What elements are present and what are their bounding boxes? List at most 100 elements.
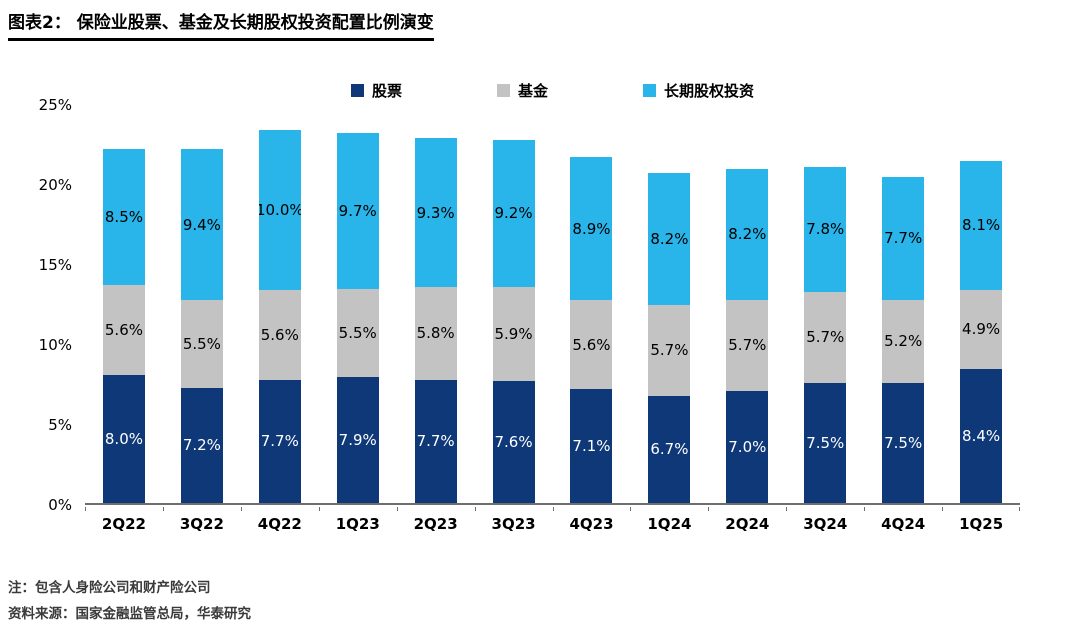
bar-segment: 5.2% [882,299,925,383]
x-tick-mark [397,507,398,511]
footnote-note: 注：包含人身险公司和财产险公司 [8,580,211,596]
bar-segment: 7.8% [804,167,847,292]
x-category-label: 3Q23 [491,515,536,533]
bar-column: 7.6% 5.9% 9.2% [475,105,553,503]
legend-swatch-icon [496,84,510,97]
bar-value-label: 5.9% [494,325,533,344]
stacked-bar: 7.0% 5.7% 8.2% [726,168,769,503]
bar-segment: 10.0% [258,130,301,291]
bar-value-label: 5.8% [416,324,455,343]
bar-value-label: 8.5% [104,208,143,227]
bar-segment: 8.2% [648,173,691,305]
stacked-bar: 7.5% 5.2% 7.7% [882,176,925,503]
bar-value-label: 5.7% [728,336,767,355]
x-tick-mark [553,507,554,511]
x-tick-mark [163,507,164,511]
x-tick-mark [475,507,476,511]
x-category-label: 1Q23 [335,515,380,533]
bar-column: 7.7% 5.8% 9.3% [397,105,475,503]
bar-column: 7.7% 5.6% 10.0% [241,105,319,503]
legend-label: 长期股权投资 [664,82,755,100]
bar-value-label: 5.5% [338,323,377,342]
bar-value-label: 9.3% [416,203,455,222]
bar-value-label: 7.1% [572,437,611,456]
bar-value-label: 5.7% [650,341,689,360]
bar-column: 7.5% 5.7% 7.8% [786,105,864,503]
legend-label: 基金 [517,82,548,100]
bar-segment: 9.7% [336,133,379,289]
bar-segment: 7.2% [180,387,223,503]
stacked-bar: 7.6% 5.9% 9.2% [492,139,535,503]
x-tick-mark [864,507,865,511]
y-tick-label: 5% [48,416,72,434]
bar-value-label: 5.6% [572,335,611,354]
bar-segment: 9.4% [180,149,223,300]
x-axis-labels: 2Q22 3Q22 4Q22 1Q23 2Q23 3Q23 4Q23 1Q24 2Q24 3Q24… [85,515,1020,533]
x-tick-mark [708,507,709,511]
bar-segment: 8.4% [960,368,1003,503]
legend-item: 长期股权投资 [643,80,754,101]
y-tick-label: 15% [38,256,72,274]
bar-value-label: 10.0% [258,201,301,220]
bar-value-label: 4.9% [962,320,1001,339]
bar-column: 6.7% 5.7% 8.2% [630,105,708,503]
bar-segment: 7.7% [882,176,925,300]
bar-value-label: 5.6% [104,321,143,340]
bar-value-label: 9.7% [338,202,377,221]
bar-value-label: 8.2% [650,230,689,249]
stacked-bar: 8.0% 5.6% 8.5% [102,149,145,503]
legend-swatch-icon [643,84,656,97]
x-category-label: 2Q24 [725,515,770,533]
bar-value-label: 8.0% [104,430,143,448]
y-tick-label: 0% [48,496,72,514]
bar-segment: 5.9% [492,287,535,382]
bar-segment: 5.7% [726,299,769,391]
stacked-bar: 7.7% 5.6% 10.0% [258,130,301,503]
stacked-bar: 8.4% 4.9% 8.1% [960,160,1003,503]
bar-segment: 5.6% [258,290,301,380]
bar-segment: 7.7% [258,379,301,503]
bar-segment: 5.8% [414,287,457,380]
bar-value-label: 7.0% [728,438,767,456]
bar-value-label: 5.7% [806,328,845,347]
stacked-bar: 7.9% 5.5% 9.7% [336,133,379,503]
bar-value-label: 5.5% [182,334,221,353]
y-tick-label: 20% [38,176,72,194]
bar-segment: 5.7% [648,304,691,396]
stacked-bar: 7.5% 5.7% 7.8% [804,167,847,503]
bar-segment: 6.7% [648,395,691,503]
bar-segment: 4.9% [960,290,1003,369]
bar-segment: 7.6% [492,381,535,503]
bar-segment: 8.5% [102,149,145,286]
bar-segment: 5.6% [102,285,145,375]
bar-value-label: 8.4% [962,426,1001,445]
bar-value-label: 6.7% [650,440,689,459]
x-category-label: 4Q23 [569,515,614,533]
x-tick-mark [241,507,242,511]
x-tick-mark [786,507,787,511]
bar-segment: 8.0% [102,375,145,503]
bar-column: 7.2% 5.5% 9.4% [163,105,241,503]
bar-segment: 7.5% [882,383,925,503]
x-axis-ticks [85,507,1020,512]
bar-segment: 7.1% [570,389,613,503]
bar-segment: 7.5% [804,383,847,503]
bar-segment: 8.1% [960,160,1003,291]
x-category-label: 4Q22 [257,515,302,533]
legend: 股票 基金 长期股权投资 [85,80,1020,101]
bar-segment: 7.9% [336,376,379,503]
bar-segment: 9.2% [492,139,535,288]
x-tick-mark [319,507,320,511]
bar-column: 7.9% 5.5% 9.7% [319,105,397,503]
bar-segment: 8.9% [570,157,613,300]
bar-column: 8.0% 5.6% 8.5% [85,105,163,503]
bar-segment: 5.7% [804,291,847,383]
x-tick-mark [630,507,631,511]
bar-value-label: 9.2% [494,204,533,223]
plot-area: 8.0% 5.6% 8.5% 7.2% 5.5% 9.4% 7.7% 5.6% 10.0% 7.9… [85,105,1020,505]
x-category-label: 2Q22 [101,515,146,533]
stacked-bar: 7.1% 5.6% 8.9% [570,157,613,503]
bar-column: 7.0% 5.7% 8.2% [708,105,786,503]
stacked-bar: 7.7% 5.8% 9.3% [414,138,457,503]
bar-segment: 5.6% [570,299,613,390]
